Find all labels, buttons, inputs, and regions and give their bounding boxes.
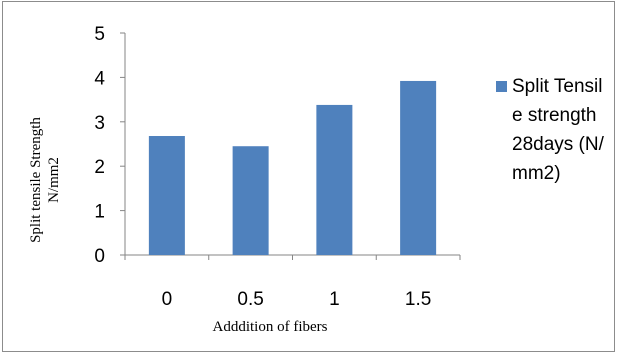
y-axis-title-line1: Split tensile Strength (28, 117, 44, 243)
chart-frame (2, 1, 615, 352)
y-tick-label: 0 (94, 246, 105, 267)
y-tick-label: 3 (94, 113, 105, 134)
legend-swatch (496, 81, 507, 92)
x-tick-label: 0.5 (237, 289, 263, 310)
y-axis-title-line2: N/mm2 (46, 157, 62, 203)
bar (148, 136, 185, 255)
bar (400, 80, 437, 256)
bars (148, 80, 437, 256)
x-tick-label: 0 (162, 289, 173, 310)
x-axis: 0 0.5 1 1.5 (124, 254, 461, 310)
bar (232, 146, 269, 255)
y-tick-label: 5 (94, 24, 105, 45)
bar (316, 104, 353, 255)
y-tick-label: 2 (94, 157, 105, 178)
x-axis-title: Adddition of fibers (213, 319, 328, 335)
y-axis: 0 1 2 3 4 5 (94, 24, 126, 267)
legend-label: Split Tensile strength 28days (N/mm2) (512, 76, 604, 184)
x-tick-label: 1 (329, 289, 340, 310)
y-tick-label: 1 (94, 202, 105, 223)
x-tick-label: 1.5 (405, 289, 431, 310)
y-tick-label: 4 (94, 68, 105, 89)
